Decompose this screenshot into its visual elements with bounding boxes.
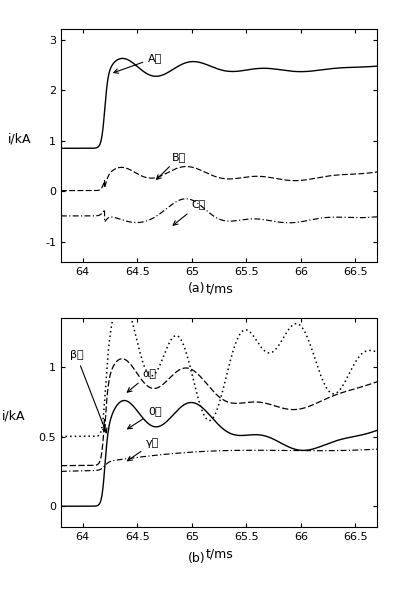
Y-axis label: i/kA: i/kA (8, 133, 32, 145)
Text: C相: C相 (173, 200, 206, 225)
Text: A相: A相 (114, 53, 162, 73)
Text: (b): (b) (188, 552, 205, 565)
Text: β模: β模 (70, 350, 107, 433)
Text: α模: α模 (127, 369, 157, 392)
X-axis label: t/ms: t/ms (205, 548, 233, 561)
Text: γ模: γ模 (127, 438, 159, 461)
Text: B相: B相 (156, 152, 186, 180)
Text: (a): (a) (188, 282, 205, 294)
X-axis label: t/ms: t/ms (205, 283, 233, 296)
Text: 0模: 0模 (128, 406, 162, 429)
Y-axis label: i/kA: i/kA (2, 409, 25, 423)
